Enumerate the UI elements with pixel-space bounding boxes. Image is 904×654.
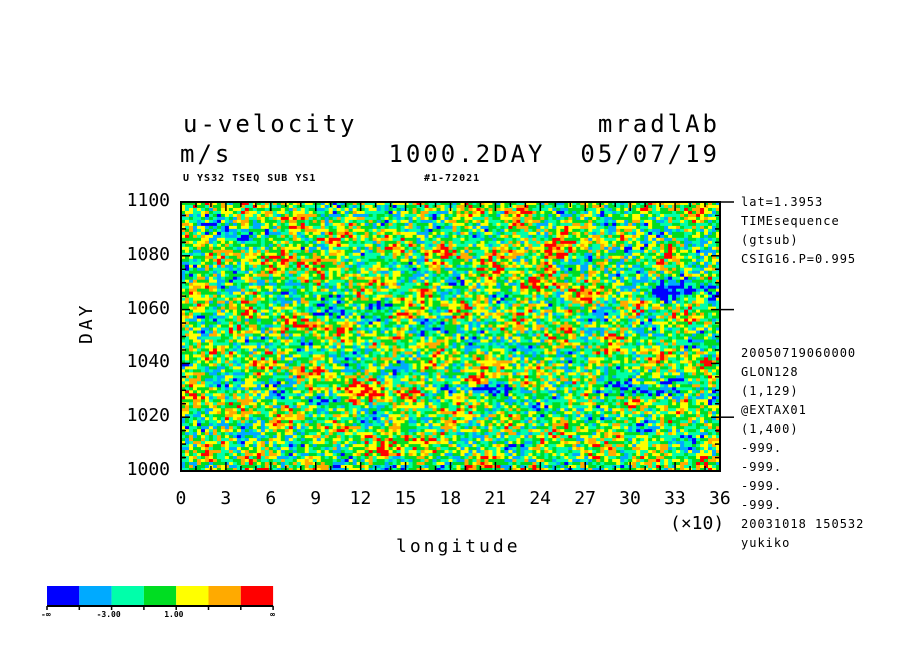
y-tick-label: 1000 — [126, 459, 170, 480]
x-tick-label: 21 — [484, 488, 507, 509]
x-tick-label: 0 — [175, 488, 187, 509]
side-info-line: yukiko — [741, 536, 791, 550]
x-tick-label: 15 — [394, 488, 417, 509]
x-tick-label: 18 — [439, 488, 462, 509]
side-info-line: (1,129) — [741, 384, 799, 398]
x-tick-label: 6 — [265, 488, 277, 509]
side-info-line: CSIG16.P=0.995 — [741, 252, 857, 266]
side-info-line: -999. — [741, 479, 783, 493]
x-tick-label: 12 — [349, 488, 372, 509]
heatmap-cells — [181, 202, 721, 472]
side-info-top: lat=1.3953 TIMEsequence (gtsub) CSIG16.P=0.… — [741, 196, 856, 272]
y-tick-label: 1020 — [126, 405, 170, 427]
subtitle-right: #1-72021 — [424, 173, 481, 184]
x-tick-label: 27 — [574, 488, 596, 509]
side-info-line: (gtsub) — [741, 233, 799, 247]
x-tick-label: 9 — [310, 488, 322, 509]
y-tick-label: 1100 — [126, 190, 170, 211]
side-info-line: 20050719060000 — [741, 346, 857, 360]
colorbar-label: ∞ — [270, 610, 275, 619]
side-info-line: lat=1.3953 — [741, 195, 824, 209]
side-info-line: (1,400) — [741, 422, 799, 436]
x-tick-label: 24 — [529, 488, 552, 509]
side-info-bottom: 20050719060000 GLON128 (1,129) @EXTAX01 (1,4… — [741, 347, 864, 556]
side-info-line: -999. — [741, 498, 783, 512]
y-tick-label: 1060 — [126, 297, 170, 319]
y-axis-ticks — [181, 201, 734, 472]
side-info-line: -999. — [741, 441, 783, 455]
x-scale-note: (×10) — [670, 513, 725, 534]
x-tick-label: 36 — [709, 488, 731, 509]
side-info-line: 20031018 150532 — [741, 517, 865, 531]
units-label: m/s — [180, 140, 233, 168]
y-tick-label: 1040 — [126, 351, 170, 373]
side-info-line: -999. — [741, 460, 783, 474]
side-info-line: GLON128 — [741, 365, 799, 379]
x-axis-label: longitude — [396, 536, 521, 557]
experiment-title: mradlAb — [597, 110, 720, 138]
side-info-line: @EXTAX01 — [741, 403, 807, 417]
x-tick-label: 33 — [664, 488, 686, 509]
subtitle-left: U YS32 TSEQ SUB YS1 — [183, 173, 317, 184]
x-tick-label: 30 — [619, 488, 641, 509]
colorbar-label: -∞ — [41, 610, 51, 619]
y-axis-label: DAY — [76, 302, 97, 344]
time-date-label: 1000.2DAY 05/07/19 — [388, 140, 720, 168]
variable-title: u-velocity — [183, 110, 358, 138]
x-tick-label: 3 — [220, 488, 232, 509]
colorbar-label: 1.00 — [164, 610, 184, 619]
x-axis-ticks — [180, 202, 721, 471]
colorbar-label: -3.00 — [96, 610, 121, 619]
y-tick-label: 1080 — [126, 243, 170, 265]
side-info-line: TIMEsequence — [741, 214, 840, 228]
